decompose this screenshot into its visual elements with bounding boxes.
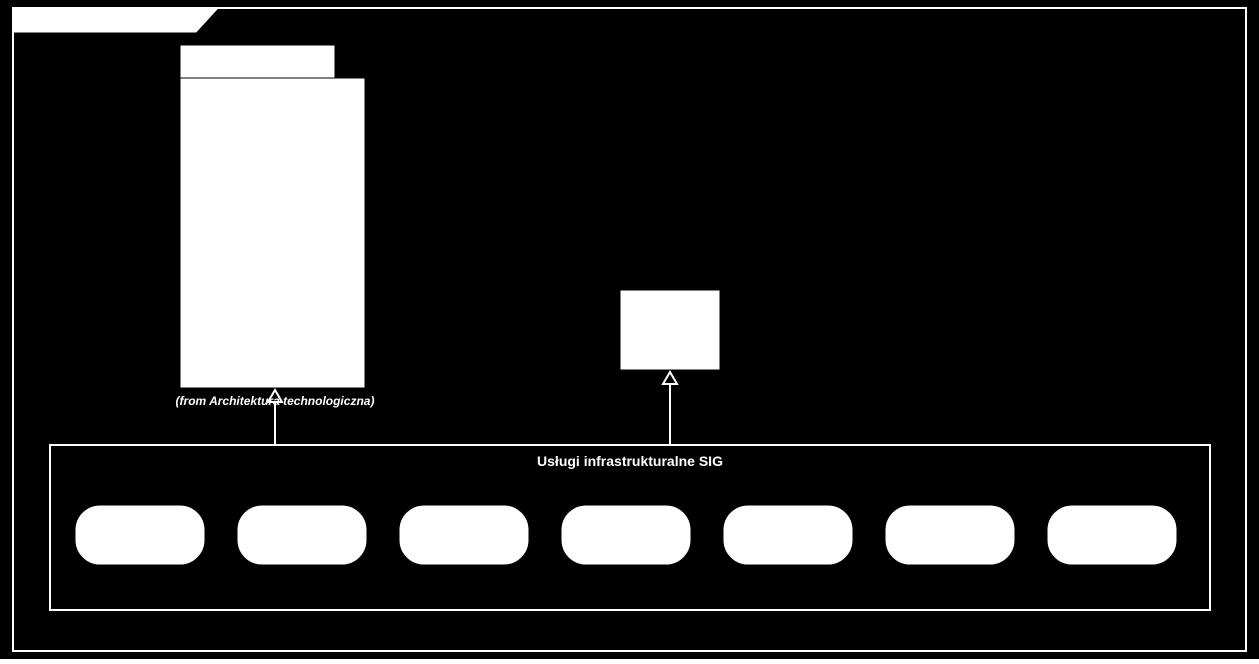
service-pill-2 (237, 505, 367, 565)
service-pill-4 (561, 505, 691, 565)
package-body (180, 78, 365, 388)
package-tab (180, 45, 335, 80)
service-pill-7 (1047, 505, 1177, 565)
service-pill-6 (885, 505, 1015, 565)
service-pill-5 (723, 505, 853, 565)
service-pill-3 (399, 505, 529, 565)
small-box (620, 290, 720, 370)
services-frame-title: Usługi infrastrukturalne SIG (537, 453, 723, 469)
frame-tab (13, 8, 218, 32)
service-pill-1 (75, 505, 205, 565)
